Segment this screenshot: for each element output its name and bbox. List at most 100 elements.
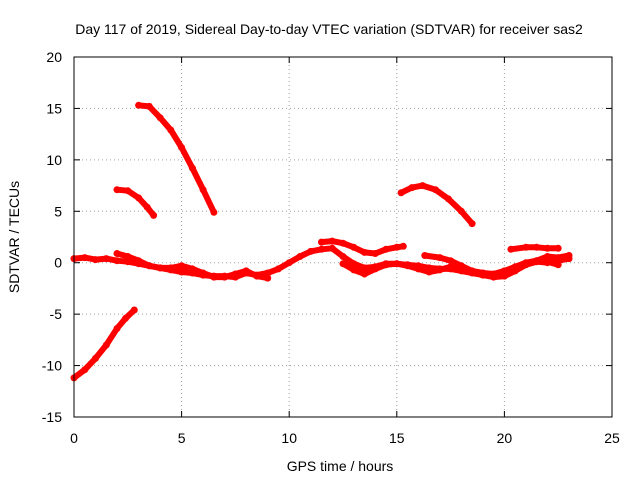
- data-point: [242, 267, 250, 275]
- data-point: [253, 272, 261, 280]
- data-point: [511, 264, 519, 272]
- data-point: [432, 186, 439, 194]
- data-point: [350, 243, 358, 251]
- data-point: [447, 263, 455, 271]
- data-point: [543, 258, 551, 266]
- data-point: [150, 211, 158, 219]
- data-point: [199, 269, 207, 277]
- data-point: [124, 253, 132, 260]
- data-point: [500, 269, 508, 277]
- data-point: [81, 254, 89, 262]
- data-point: [533, 243, 541, 251]
- data-point: [221, 273, 229, 281]
- data-point: [328, 237, 336, 245]
- y-tick-label: -10: [42, 358, 62, 374]
- data-point: [135, 257, 143, 265]
- y-tick-label: 5: [54, 203, 62, 219]
- data-point: [307, 247, 315, 255]
- data-point: [339, 253, 347, 260]
- series-arc-7: [318, 237, 407, 257]
- data-point: [156, 114, 164, 122]
- x-tick-label: 25: [604, 430, 620, 446]
- data-point: [274, 265, 282, 273]
- data-point: [468, 267, 476, 275]
- data-point: [408, 184, 416, 192]
- series-arc-11: [507, 243, 562, 253]
- data-point: [318, 245, 325, 253]
- series-arc-1: [70, 306, 138, 382]
- series-line: [135, 102, 217, 216]
- data-point: [156, 264, 164, 272]
- data-point: [113, 186, 121, 194]
- series-arc-4: [397, 182, 476, 228]
- data-point: [425, 268, 433, 276]
- data-point: [554, 244, 562, 252]
- data-point: [210, 208, 218, 216]
- data-point: [130, 306, 138, 314]
- data-point: [468, 220, 476, 228]
- series-arc-3: [135, 101, 218, 216]
- data-point: [522, 243, 530, 251]
- data-point: [102, 341, 110, 349]
- data-point: [339, 239, 347, 247]
- data-point: [296, 253, 304, 260]
- data-point: [382, 261, 390, 269]
- data-point: [414, 265, 422, 273]
- data-point: [210, 273, 218, 281]
- data-point: [81, 366, 89, 374]
- y-tick-label: 10: [46, 152, 62, 168]
- data-point: [404, 262, 412, 270]
- data-point: [399, 242, 407, 250]
- x-tick-label: 10: [281, 430, 297, 446]
- data-point: [371, 265, 379, 273]
- data-point: [145, 262, 153, 270]
- data-point: [419, 182, 427, 190]
- data-point: [543, 253, 551, 260]
- x-tick-label: 20: [497, 430, 513, 446]
- y-tick-label: -15: [42, 409, 62, 425]
- data-point: [264, 274, 272, 282]
- data-point: [188, 164, 196, 172]
- plot-frame: [73, 56, 613, 418]
- data-series: [70, 101, 573, 382]
- data-point: [554, 254, 562, 262]
- data-point: [565, 252, 573, 259]
- data-point: [113, 325, 121, 332]
- x-tick-label: 0: [70, 430, 78, 446]
- data-point: [178, 144, 186, 151]
- y-tick-label: 20: [46, 49, 62, 65]
- y-tick-label: 15: [46, 100, 62, 116]
- data-point: [167, 264, 175, 272]
- x-axis-label: GPS time / hours: [287, 458, 394, 474]
- x-tick-label: 5: [178, 430, 186, 446]
- data-point: [135, 194, 143, 202]
- data-point: [397, 189, 405, 197]
- data-point: [231, 270, 239, 278]
- data-point: [393, 260, 401, 268]
- data-point: [361, 248, 368, 256]
- data-point: [479, 269, 487, 277]
- data-point: [490, 270, 498, 278]
- data-point: [421, 252, 429, 259]
- data-point: [339, 260, 347, 268]
- x-tick-label: 15: [389, 430, 405, 446]
- data-point: [543, 244, 551, 252]
- data-point: [285, 259, 293, 267]
- data-point: [533, 257, 541, 265]
- data-point: [124, 187, 132, 195]
- data-point: [436, 266, 444, 274]
- data-point: [145, 102, 153, 110]
- axis-ticks: 0 5 10 15 20 25 -15 -10 -5 0 5 10 15 20: [42, 49, 620, 446]
- data-point: [92, 354, 99, 362]
- data-point: [113, 257, 121, 265]
- series-arc-6: [113, 250, 272, 282]
- data-point: [102, 255, 110, 263]
- data-point: [371, 250, 379, 257]
- data-point: [382, 245, 390, 253]
- data-point: [457, 262, 465, 270]
- data-point: [199, 186, 207, 194]
- data-point: [361, 264, 368, 272]
- series-arc-2: [113, 186, 158, 219]
- data-point: [178, 262, 186, 270]
